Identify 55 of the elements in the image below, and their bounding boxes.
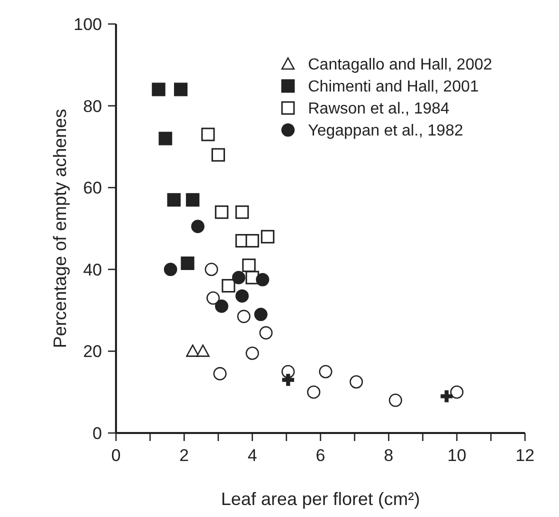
y-tick-label: 0 <box>92 424 102 443</box>
y-tick-label: 80 <box>83 96 102 116</box>
point <box>186 344 200 357</box>
point <box>213 367 227 380</box>
point <box>215 300 228 313</box>
y-axis-title: Percentage of empty achenes <box>50 108 70 348</box>
point <box>201 128 215 142</box>
point <box>164 262 178 276</box>
point <box>222 279 236 293</box>
legend-label: Chimenti and Hall, 2001 <box>308 78 479 96</box>
legend-label: Cantagallo and Hall, 2002 <box>308 56 492 74</box>
point <box>237 310 250 324</box>
x-tick-label: 10 <box>447 446 466 465</box>
point <box>318 365 332 378</box>
point <box>256 272 270 286</box>
x-tick-label: 12 <box>516 446 534 465</box>
x-axis-title: Leaf area per floret (cm²) <box>220 489 420 509</box>
point <box>388 394 402 407</box>
point <box>167 193 181 207</box>
x-tick-label: 8 <box>384 446 394 465</box>
point <box>450 385 464 399</box>
point <box>158 132 172 146</box>
y-tick-label: 60 <box>83 178 102 198</box>
point <box>235 205 249 219</box>
y-tick-label: 100 <box>74 14 102 34</box>
legend-label: Yegappan et al., 1982 <box>308 122 464 140</box>
point <box>254 308 268 322</box>
x-tick-label: 4 <box>248 446 258 465</box>
x-tick-label: 0 <box>111 446 121 465</box>
point <box>259 326 273 340</box>
legend-label: Rawson et al., 1984 <box>308 100 450 118</box>
point <box>282 374 294 386</box>
point <box>350 375 363 389</box>
x-tick-label: 6 <box>316 446 326 465</box>
point <box>212 148 225 162</box>
point <box>235 289 249 303</box>
point <box>307 385 320 399</box>
point <box>214 205 228 219</box>
point <box>204 262 218 276</box>
point <box>152 82 166 96</box>
point <box>260 230 274 244</box>
point <box>246 346 259 360</box>
point <box>186 193 200 207</box>
point <box>174 82 188 96</box>
y-tick-label: 40 <box>83 260 102 280</box>
point <box>180 256 194 270</box>
point <box>232 270 246 284</box>
point <box>191 220 204 234</box>
y-tick-label: 20 <box>83 342 102 362</box>
point <box>246 234 260 248</box>
point <box>196 344 210 357</box>
point <box>440 390 453 402</box>
point <box>242 258 256 272</box>
point <box>206 291 220 305</box>
x-tick-label: 2 <box>179 446 189 465</box>
